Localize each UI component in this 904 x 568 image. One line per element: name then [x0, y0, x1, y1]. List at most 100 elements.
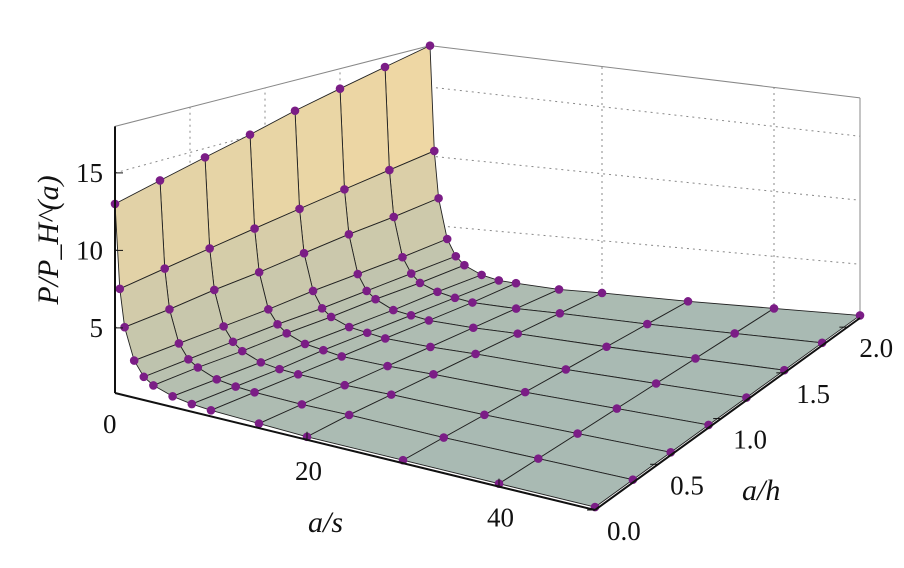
- data-point: [168, 391, 177, 401]
- y-tick-label: 0.5: [670, 470, 704, 500]
- data-point: [129, 356, 139, 365]
- data-point: [200, 153, 210, 162]
- z-tick-label: 10: [76, 235, 103, 265]
- data-point: [290, 106, 300, 116]
- data-point: [494, 276, 504, 285]
- data-point: [264, 305, 273, 314]
- data-point: [295, 204, 304, 214]
- data-point: [282, 329, 291, 338]
- data-point: [165, 305, 174, 314]
- data-point: [340, 380, 350, 390]
- data-point: [293, 370, 303, 379]
- data-point: [174, 339, 184, 348]
- data-point: [184, 354, 193, 364]
- data-point: [651, 379, 661, 388]
- data-point: [371, 294, 380, 304]
- data-point: [299, 248, 309, 258]
- data-point: [597, 288, 607, 298]
- z-tick-label: 5: [90, 313, 104, 343]
- data-point: [308, 286, 318, 296]
- data-point: [297, 400, 307, 409]
- data-point: [855, 311, 865, 320]
- z-axis-label: P/P_H^(a): [32, 175, 65, 305]
- data-point: [256, 358, 266, 367]
- data-point: [434, 193, 443, 203]
- surface-cell: [294, 88, 345, 210]
- x-tick-label: 20: [295, 456, 322, 486]
- box-edge: [114, 45, 431, 127]
- data-point: [398, 252, 407, 262]
- data-point: [511, 304, 521, 313]
- data-point: [642, 319, 652, 329]
- data-point: [160, 264, 170, 273]
- data-point: [353, 269, 363, 279]
- data-point: [319, 345, 328, 355]
- data-point: [362, 328, 372, 338]
- data-point: [326, 312, 336, 322]
- data-point: [429, 369, 438, 379]
- data-point: [691, 354, 700, 363]
- data-point: [451, 251, 461, 261]
- x-tick-label: 40: [487, 503, 514, 533]
- data-point: [386, 390, 396, 399]
- y-tick-label: 2.0: [859, 333, 893, 363]
- z-tick-label: 15: [76, 158, 103, 188]
- grid-line: [429, 155, 861, 201]
- data-point: [139, 372, 149, 382]
- data-point: [219, 322, 228, 331]
- data-point: [730, 329, 740, 338]
- data-point: [206, 405, 216, 415]
- data-points: [110, 41, 865, 512]
- data-point: [450, 293, 460, 303]
- data-point: [380, 62, 390, 72]
- data-point: [254, 267, 264, 277]
- data-point: [406, 311, 416, 320]
- data-point: [344, 229, 354, 239]
- data-point: [254, 419, 264, 428]
- surface-cell: [384, 45, 435, 171]
- data-point: [212, 375, 222, 384]
- grid-line: [429, 86, 861, 137]
- data-point: [383, 361, 392, 371]
- data-point: [115, 284, 125, 294]
- data-point: [205, 244, 214, 253]
- data-point: [424, 316, 434, 325]
- surface-cell: [249, 110, 300, 230]
- data-point: [340, 185, 349, 194]
- data-point: [513, 329, 523, 338]
- data-point: [317, 304, 327, 313]
- y-axis-label: a/h: [742, 474, 780, 507]
- data-point: [471, 349, 480, 359]
- data-point: [460, 260, 469, 270]
- data-point: [612, 404, 622, 413]
- data-point: [275, 364, 284, 374]
- data-point: [769, 304, 779, 313]
- data-point: [430, 146, 439, 156]
- data-point: [300, 339, 310, 349]
- data-point: [468, 323, 478, 333]
- data-point: [415, 278, 425, 288]
- tick-labels: 0 20 40 0.0 0.5 1.0 1.5 2.0 5 10 15: [76, 158, 893, 546]
- data-point: [245, 130, 255, 139]
- data-point: [533, 454, 543, 463]
- data-point: [477, 270, 486, 280]
- data-point: [187, 399, 197, 409]
- data-point: [468, 298, 477, 307]
- data-point: [228, 337, 238, 347]
- surface-cell: [339, 66, 390, 190]
- y-axis-line: [594, 317, 861, 511]
- data-point: [380, 334, 390, 343]
- data-point: [573, 429, 582, 438]
- x-tick-label: 0: [103, 409, 117, 439]
- data-point: [335, 84, 345, 94]
- data-point: [250, 388, 259, 397]
- box-edge: [429, 45, 861, 99]
- x-axis-line: [114, 392, 596, 511]
- surface: [114, 45, 861, 508]
- data-point: [250, 224, 259, 233]
- data-point: [237, 346, 247, 356]
- x-axis-label: a/s: [308, 506, 343, 539]
- data-point: [120, 322, 129, 332]
- data-point: [389, 305, 398, 315]
